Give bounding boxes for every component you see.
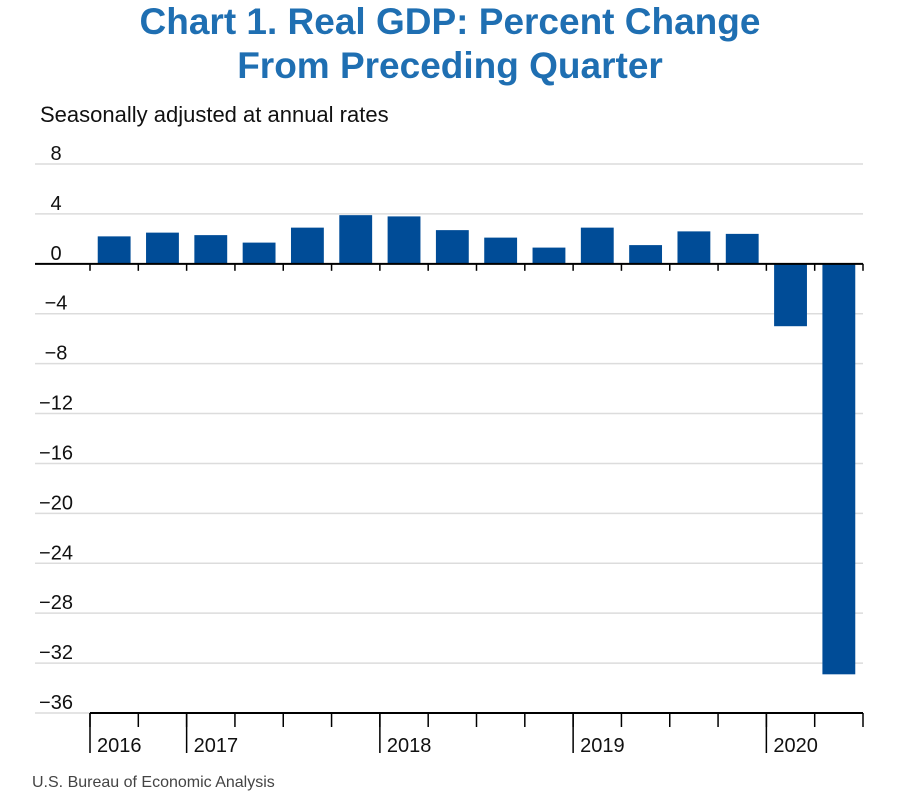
y-tick-label: 0 <box>50 243 61 265</box>
bar-2018-q4 <box>532 247 566 264</box>
y-tick-label: 8 <box>50 143 61 165</box>
bar-2016-q4 <box>146 232 179 264</box>
y-tick-label: −28 <box>39 592 73 614</box>
bar-2019-q4 <box>725 233 759 264</box>
chart-title: Chart 1. Real GDP: Percent Change From P… <box>0 0 900 88</box>
x-axis <box>35 262 864 727</box>
y-tick-label: −20 <box>39 492 73 514</box>
bar-2020-q1 <box>774 263 807 327</box>
source-note: U.S. Bureau of Economic Analysis <box>32 774 275 791</box>
bars <box>97 215 856 675</box>
y-tick-label: −8 <box>45 343 68 365</box>
year-label-2020: 2020 <box>773 735 818 757</box>
bar-2017-q3 <box>290 227 324 264</box>
y-tick-label: −32 <box>39 642 73 664</box>
chart-title-line-1: Chart 1. Real GDP: Percent Change <box>139 1 761 42</box>
y-tick-label: 4 <box>50 193 61 215</box>
y-tick-label: −36 <box>39 692 73 714</box>
bar-2018-q2 <box>435 230 469 264</box>
year-label-2016: 2016 <box>97 735 142 757</box>
y-axis-tick-labels: 8 4 0 −4 −8 −12 −16 −20 −24 −28 −32 −36 <box>39 143 73 714</box>
bar-2019-q1 <box>580 227 614 264</box>
bar-2019-q3 <box>677 231 711 264</box>
bar-2017-q4 <box>339 215 373 264</box>
gridlines <box>35 163 863 714</box>
bar-2020-q2 <box>822 263 856 675</box>
x-axis-year-labels: 2016 2017 2018 2019 2020 <box>89 713 818 757</box>
chart-title-line-2: From Preceding Quarter <box>237 45 663 86</box>
y-tick-label: −12 <box>39 393 73 415</box>
bar-2016-q3 <box>97 236 131 264</box>
y-tick-label: −24 <box>39 542 73 564</box>
bar-2017-q2 <box>242 242 276 264</box>
bar-2018-q3 <box>484 237 518 264</box>
y-tick-label: −16 <box>39 442 73 464</box>
bar-2017-q1 <box>194 235 228 264</box>
year-label-2019: 2019 <box>580 735 625 757</box>
year-label-2018: 2018 <box>387 735 432 757</box>
bar-2019-q2 <box>629 245 663 264</box>
y-tick-label: −4 <box>45 293 68 315</box>
bar-2018-q1 <box>387 216 421 264</box>
chart-subtitle: Seasonally adjusted at annual rates <box>40 102 389 127</box>
year-label-2017: 2017 <box>194 735 239 757</box>
